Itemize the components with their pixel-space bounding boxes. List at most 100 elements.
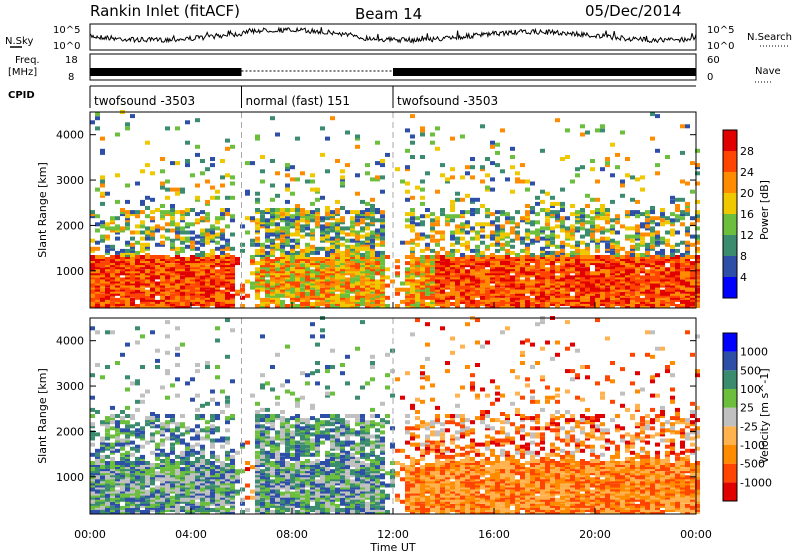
power-cell <box>635 259 640 264</box>
power-cell <box>685 240 690 245</box>
velocity-cell <box>170 428 175 433</box>
power-cell <box>340 242 345 247</box>
power-cell <box>445 222 450 227</box>
velocity-cell <box>130 483 135 488</box>
power-cell <box>285 263 290 268</box>
power-cell <box>165 255 170 259</box>
power-cell <box>565 283 570 288</box>
velocity-cell <box>220 461 225 465</box>
power-cell <box>540 277 545 282</box>
power-cell <box>535 195 540 200</box>
velocity-cell <box>165 461 170 465</box>
velocity-cell <box>215 487 220 492</box>
power-cell <box>450 218 455 223</box>
power-cell <box>600 277 605 282</box>
power-cell <box>265 289 270 294</box>
velocity-cell <box>215 489 220 494</box>
power-cell <box>95 291 100 296</box>
power-cell <box>460 267 465 272</box>
power-cell <box>435 218 440 223</box>
power-cell <box>510 165 515 170</box>
velocity-cell <box>175 422 180 427</box>
power-cell <box>235 261 240 266</box>
power-cell <box>330 222 335 227</box>
power-cell <box>630 263 635 268</box>
velocity-cell <box>95 330 100 335</box>
velocity-cell <box>190 428 195 433</box>
colorbar-swatch-7 <box>723 130 737 151</box>
power-cell <box>635 246 640 251</box>
power-cell <box>395 287 400 292</box>
power-cell <box>675 214 680 219</box>
power-cell <box>445 259 450 264</box>
power-cell <box>550 226 555 231</box>
power-cell <box>160 185 165 190</box>
power-cell <box>150 259 155 264</box>
velocity-cell <box>245 508 250 512</box>
power-cell <box>560 228 565 233</box>
power-cell <box>130 253 135 257</box>
velocity-cell <box>130 489 135 494</box>
power-cell <box>150 287 155 292</box>
power-cell <box>300 218 305 223</box>
power-cell <box>365 222 370 227</box>
power-cell <box>630 253 635 257</box>
power-cell <box>325 230 330 235</box>
y-tick-label-0: 1000 <box>56 265 84 278</box>
velocity-cell <box>95 497 100 502</box>
velocity-cell <box>110 330 115 335</box>
power-cell <box>580 124 585 129</box>
power-cell <box>130 230 135 235</box>
power-cell <box>365 208 370 212</box>
power-cell <box>585 220 590 225</box>
power-cell <box>145 291 150 296</box>
velocity-cell <box>255 493 260 498</box>
power-cell <box>190 244 195 249</box>
power-cell <box>325 261 330 266</box>
power-cell <box>530 291 535 296</box>
power-cell <box>230 299 235 304</box>
velocity-cell <box>130 461 135 465</box>
velocity-cell <box>195 442 200 447</box>
velocity-cell <box>175 440 180 445</box>
power-cell <box>560 281 565 286</box>
velocity-cell <box>225 483 230 488</box>
power-cell <box>535 277 540 282</box>
power-cell <box>250 281 255 286</box>
power-cell <box>610 244 615 249</box>
power-cell <box>525 302 530 306</box>
velocity-cell <box>190 444 195 449</box>
power-cell <box>300 212 305 217</box>
power-cell <box>120 208 125 212</box>
power-cell <box>600 269 605 274</box>
power-cell <box>430 228 435 233</box>
power-cell <box>380 159 385 163</box>
power-cell <box>100 238 105 243</box>
power-cell <box>310 259 315 264</box>
power-cell <box>665 238 670 243</box>
power-cell <box>165 179 170 184</box>
power-cell <box>655 171 660 176</box>
power-cell <box>320 267 325 272</box>
power-cell <box>640 212 645 217</box>
power-cell <box>665 267 670 272</box>
velocity-cell <box>140 426 145 431</box>
power-cell <box>415 232 420 237</box>
velocity-cell <box>135 379 140 384</box>
velocity-cell <box>115 503 120 508</box>
power-cell <box>200 287 205 292</box>
power-cell <box>480 291 485 296</box>
power-cell <box>465 193 470 198</box>
power-cell <box>285 291 290 296</box>
power-cell <box>225 273 230 278</box>
velocity-cell <box>180 438 185 443</box>
power-cell <box>580 234 585 239</box>
power-cell <box>195 246 200 251</box>
power-cell <box>275 283 280 288</box>
power-cell <box>485 255 490 259</box>
power-cell <box>560 187 565 192</box>
power-cell <box>410 140 415 145</box>
power-cell <box>190 277 195 282</box>
power-cell <box>430 285 435 290</box>
power-cell <box>590 287 595 292</box>
